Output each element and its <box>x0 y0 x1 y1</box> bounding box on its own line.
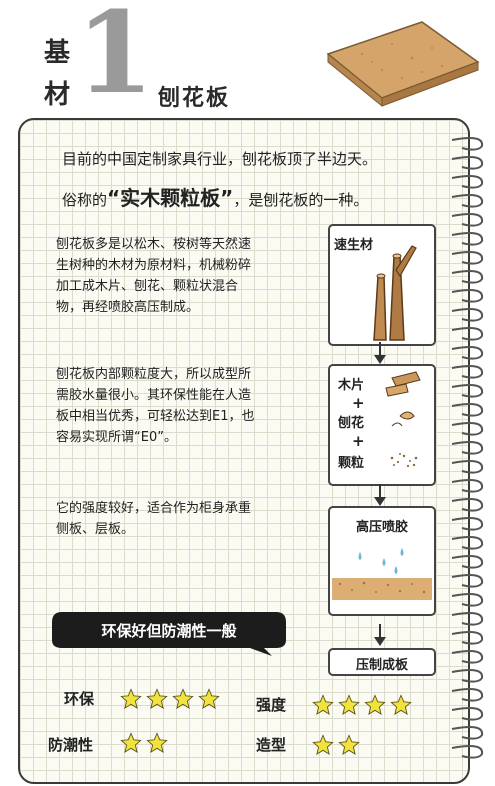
chapter-number: 1 <box>76 0 154 119</box>
item-wood-chips: 木片 <box>338 378 365 393</box>
particleboard-illustration <box>326 21 480 108</box>
intro-line-2-post: ，是刨花板的一种。 <box>233 191 369 209</box>
stage-pressed-board: 压制成板 <box>328 648 436 676</box>
paragraph-strength: 它的强度较好，适合作为柜身承重侧板、层板。 <box>56 501 252 537</box>
star-icon <box>120 732 142 753</box>
spiral-ring <box>451 536 484 550</box>
spiral-ring <box>451 346 484 360</box>
spiral-ring <box>451 251 484 265</box>
intro-highlight: “实木颗粒板” <box>107 186 234 210</box>
rating-label-strength: 强度 <box>256 696 287 714</box>
intro-line-2: 俗称的“实木颗粒板”，是刨花板的一种。 <box>62 182 368 211</box>
spiral-ring <box>451 555 484 569</box>
intro-line-2-pre: 俗称的 <box>62 191 108 209</box>
spiral-ring <box>451 498 484 512</box>
stage-1-label: 速生材 <box>334 238 374 253</box>
arrow-down-icon <box>374 624 386 646</box>
stage-4-label: 压制成板 <box>355 658 408 673</box>
rating-stars-eco <box>120 688 220 710</box>
page-title: 刨花板 <box>158 86 231 111</box>
stage-3-label: 高压喷胶 <box>355 520 408 535</box>
spiral-ring <box>451 289 484 303</box>
spiral-ring <box>451 308 484 322</box>
star-icon <box>338 694 360 715</box>
rating-stars-shaping <box>312 734 360 756</box>
rating-label-moisture: 防潮性 <box>48 736 94 754</box>
spiral-ring <box>451 707 484 721</box>
wood-materials-icon <box>385 371 421 468</box>
paragraph-materials: 刨花板多是以松木、桉树等天然速生树种的木材为原材料，机械粉碎加工成木片、刨花、颗… <box>56 237 252 315</box>
spiral-ring <box>451 365 484 379</box>
spiral-ring <box>451 612 484 626</box>
spiral-ring <box>451 175 484 189</box>
spiral-ring <box>451 403 484 417</box>
arrow-down-icon <box>374 484 386 506</box>
star-icon <box>146 732 168 753</box>
spiral-ring <box>451 422 484 436</box>
star-icon <box>338 734 360 755</box>
spiral-ring <box>451 137 484 151</box>
spiral-ring <box>451 460 484 474</box>
speech-bubble <box>52 612 286 656</box>
intro-line-1: 目前的中国定制家具行业，刨花板顶了半边天。 <box>62 150 378 168</box>
spiral-ring <box>451 669 484 683</box>
star-icon <box>390 694 412 715</box>
spiral-ring <box>451 631 484 645</box>
summary-bubble-text: 环保好但防潮性一般 <box>101 622 237 640</box>
rating-label-eco: 环保 <box>64 690 95 708</box>
spiral-ring <box>451 384 484 398</box>
spiral-ring <box>451 479 484 493</box>
star-icon <box>312 694 334 715</box>
star-icon <box>312 734 334 755</box>
star-icon <box>364 694 386 715</box>
spiral-ring <box>451 194 484 208</box>
star-icon <box>172 688 194 709</box>
spiral-binding <box>451 137 484 759</box>
spiral-ring <box>451 327 484 341</box>
spiral-ring <box>451 745 484 759</box>
plus-sign-2: + <box>352 432 365 450</box>
spiral-ring <box>451 441 484 455</box>
star-icon <box>120 688 142 709</box>
spiral-ring <box>451 574 484 588</box>
header-char-cai: 材 <box>44 80 71 110</box>
stage-chips-shavings-particles: 木片 + 刨花 + 颗粒 <box>328 364 436 486</box>
paragraph-eco: 刨花板内部颗粒度大，所以成型所需胶水量很小。其环保性能在人造板中相当优秀，可轻松… <box>56 367 255 445</box>
header-char-ji: 基 <box>44 38 71 68</box>
spiral-ring <box>451 688 484 702</box>
stage-fast-growing-wood: 速生材 <box>328 224 436 346</box>
spiral-ring <box>451 650 484 664</box>
spiral-ring <box>451 270 484 284</box>
tree-trunk-icon <box>373 245 417 341</box>
item-shavings: 刨花 <box>338 416 365 431</box>
spiral-ring <box>451 213 484 227</box>
stage-high-pressure-glue: 高压喷胶 <box>328 506 436 616</box>
item-particles: 颗粒 <box>338 456 365 471</box>
arrow-down-icon <box>374 342 386 364</box>
rating-label-shaping: 造型 <box>256 736 287 754</box>
plus-sign-1: + <box>352 394 365 412</box>
glue-spray-icon <box>332 548 432 600</box>
spiral-ring <box>451 726 484 740</box>
spiral-ring <box>451 156 484 170</box>
rating-stars-strength <box>312 694 412 716</box>
star-icon <box>146 688 168 709</box>
spiral-ring <box>451 593 484 607</box>
spiral-ring <box>451 517 484 531</box>
star-icon <box>198 688 220 709</box>
spiral-ring <box>451 232 484 246</box>
rating-stars-moisture <box>120 732 168 754</box>
